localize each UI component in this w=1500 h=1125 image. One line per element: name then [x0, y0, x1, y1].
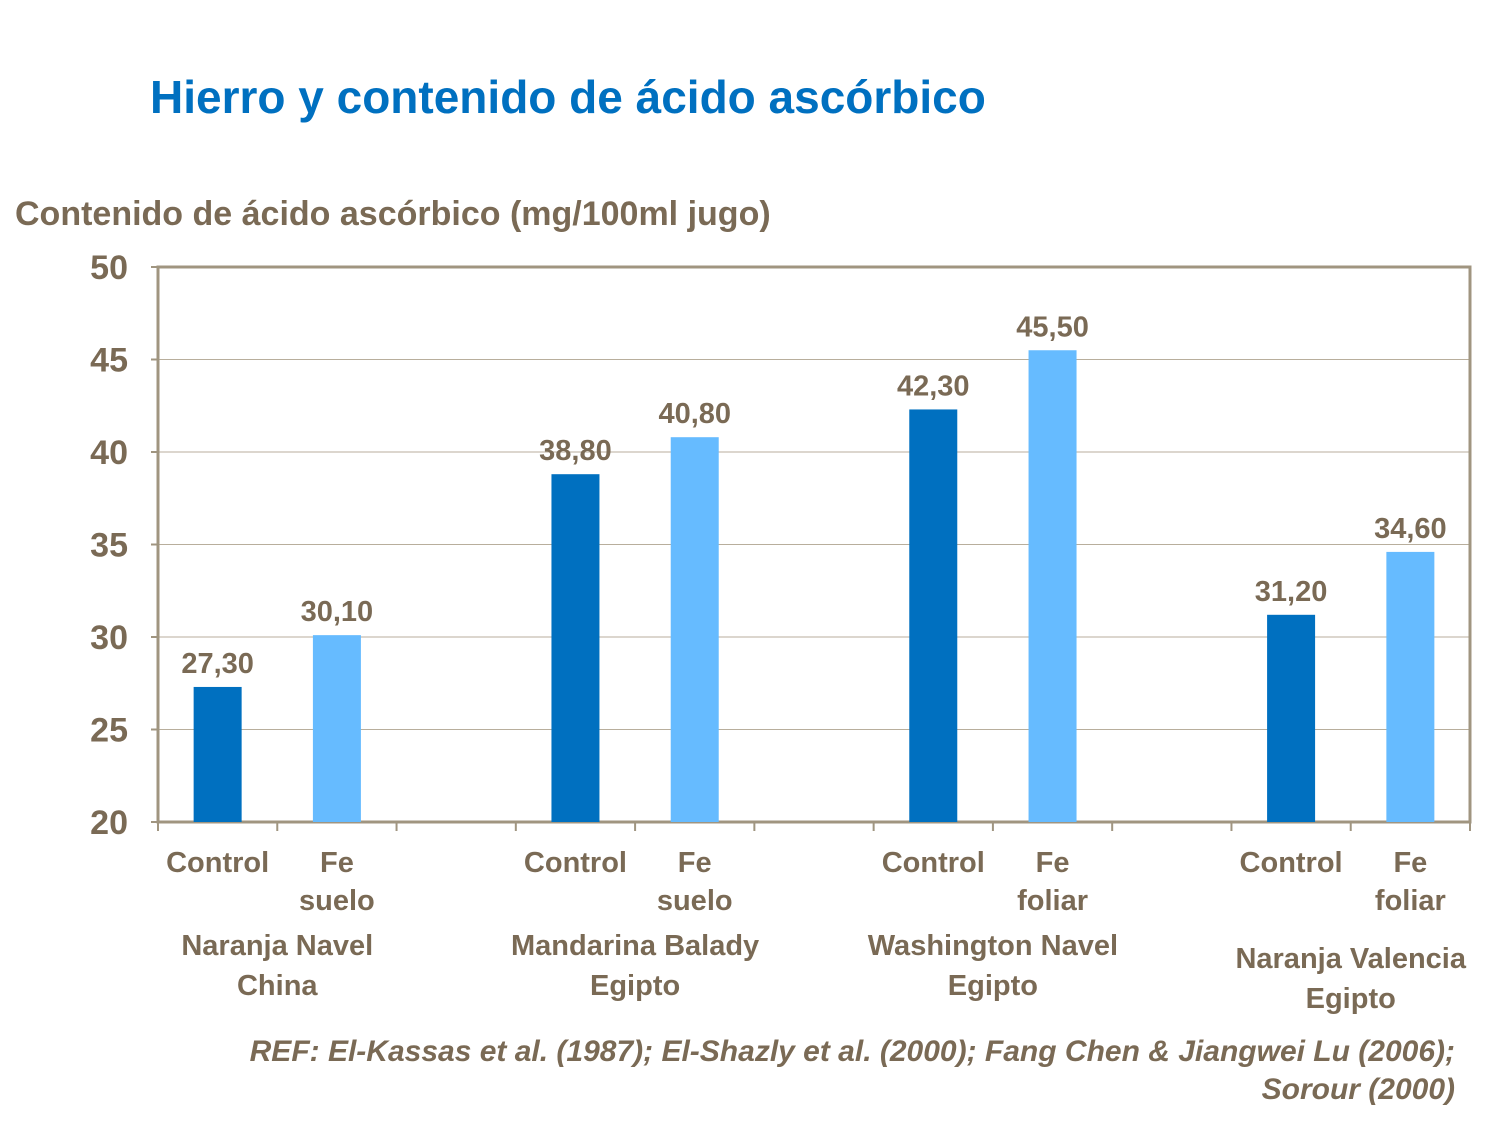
bar	[1028, 350, 1077, 822]
y-tick-label: 45	[90, 342, 128, 380]
x-group-label: Egipto	[1306, 983, 1396, 1015]
data-label: 31,20	[1255, 576, 1328, 608]
bar	[1386, 551, 1435, 822]
reference-text: REF: El-Kassas et al. (1987); El-Shazly …	[249, 1035, 1455, 1106]
x-category-label: Fe	[320, 847, 354, 879]
data-label: 34,60	[1374, 513, 1447, 545]
x-group-label: Naranja Valencia	[1235, 943, 1466, 975]
y-axis-label: Contenido de ácido ascórbico (mg/100ml j…	[15, 195, 771, 233]
data-label: 45,50	[1016, 311, 1089, 343]
x-category-label: Control	[524, 847, 627, 879]
slide-title: Hierro y contenido de ácido ascórbico	[150, 71, 986, 123]
y-tick-label: 30	[90, 619, 128, 657]
x-category-label: suelo	[657, 885, 733, 917]
bar	[909, 409, 958, 822]
y-tick-label: 20	[90, 804, 128, 842]
x-category-label: Control	[1240, 847, 1343, 879]
x-category-label: suelo	[299, 885, 375, 917]
bar	[551, 474, 600, 822]
x-group-label: Egipto	[590, 970, 680, 1002]
x-category-label: foliar	[1375, 885, 1446, 917]
y-tick-label: 50	[90, 249, 128, 287]
data-label: 30,10	[301, 596, 374, 628]
plot-area-border	[156, 265, 1472, 824]
x-group-label: Mandarina Balady	[511, 930, 759, 962]
x-group-label: Naranja Navel	[181, 930, 373, 962]
data-label: 42,30	[897, 370, 970, 402]
y-tick-label: 40	[90, 434, 128, 472]
x-category-label: Fe	[1036, 847, 1070, 879]
bar	[312, 635, 361, 822]
y-tick-label: 25	[90, 712, 128, 750]
data-label: 27,30	[181, 648, 254, 680]
x-category-label: foliar	[1017, 885, 1088, 917]
x-category-label: Control	[882, 847, 985, 879]
x-group-label: Washington Navel	[868, 930, 1118, 962]
x-group-label: Egipto	[948, 970, 1038, 1002]
x-group-label: China	[237, 970, 318, 1002]
y-tick-label: 35	[90, 527, 128, 565]
bar	[193, 686, 242, 822]
bar	[670, 437, 719, 822]
data-label: 40,80	[658, 398, 731, 430]
x-category-label: Fe	[678, 847, 712, 879]
x-category-label: Control	[166, 847, 269, 879]
bar	[1267, 614, 1316, 822]
x-category-label: Fe	[1393, 847, 1427, 879]
data-label: 38,80	[539, 435, 612, 467]
